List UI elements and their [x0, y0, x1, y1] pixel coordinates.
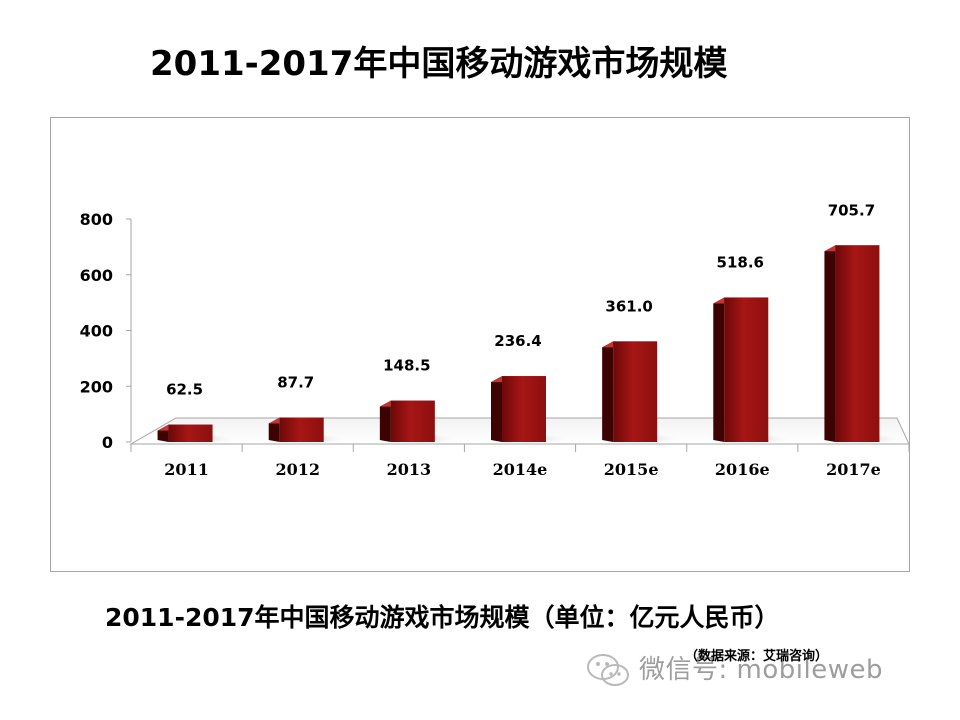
bar-value-label: 705.7: [828, 201, 875, 219]
x-tick-label: 2016e: [715, 460, 770, 479]
bar: [597, 341, 681, 445]
bar: [819, 245, 904, 445]
bar-value-label: 236.4: [494, 332, 541, 350]
watermark-text: 微信号: mobileweb: [639, 655, 883, 685]
bar-front: [835, 245, 880, 442]
bar-side: [268, 417, 280, 442]
bar-value-label: 518.6: [717, 253, 764, 271]
y-tick-label: 0: [102, 433, 113, 452]
bar-front: [502, 376, 546, 442]
bar-side: [379, 400, 391, 442]
x-tick-label: 2011: [164, 460, 209, 479]
watermark: 微信号: mobileweb: [585, 650, 883, 690]
bar-front: [613, 341, 658, 442]
x-tick-label: 2013: [387, 460, 432, 479]
y-tick-label: 400: [80, 322, 113, 341]
bar: [486, 376, 570, 445]
x-tick-label: 2012: [275, 460, 320, 479]
bar-value-label: 62.5: [166, 381, 203, 399]
y-tick-label: 200: [80, 377, 113, 396]
chart-subtitle: 2011-2017年中国移动游戏市场规模（单位：亿元人民币）: [105, 603, 780, 632]
bar: [152, 424, 237, 445]
bar-side: [713, 297, 725, 442]
wechat-icon: [587, 654, 629, 686]
bar-front: [279, 417, 324, 442]
bar-value-label: 148.5: [383, 357, 430, 375]
bar-value-label: 87.7: [277, 374, 314, 392]
chart-frame: 0 200 400 600 800 62.5 2011 87.7 2012 148.5 2013 2…: [50, 117, 910, 572]
bar: [708, 297, 793, 445]
page-title: 2011-2017年中国移动游戏市场规模: [150, 44, 728, 84]
y-tick-label: 800: [80, 210, 113, 229]
bar-side: [824, 245, 836, 442]
bar-front: [168, 424, 213, 442]
x-tick-label: 2017e: [826, 460, 881, 479]
bar-side: [491, 376, 502, 442]
y-tick-label: 600: [80, 266, 113, 285]
x-tick-label: 2015e: [604, 460, 659, 479]
bar-front: [390, 400, 435, 442]
bar: [263, 417, 348, 445]
x-tick-label: 2014e: [493, 460, 548, 479]
data-source: （数据来源：艾瑞咨询）: [685, 649, 829, 664]
bar-front: [724, 297, 769, 442]
bar-chart: 0 200 400 600 800 62.5 2011 87.7 2012 148.5 2013 2…: [80, 201, 910, 479]
bar-value-label: 361.0: [605, 297, 652, 315]
bar: [375, 400, 459, 445]
bar-side: [602, 341, 614, 442]
